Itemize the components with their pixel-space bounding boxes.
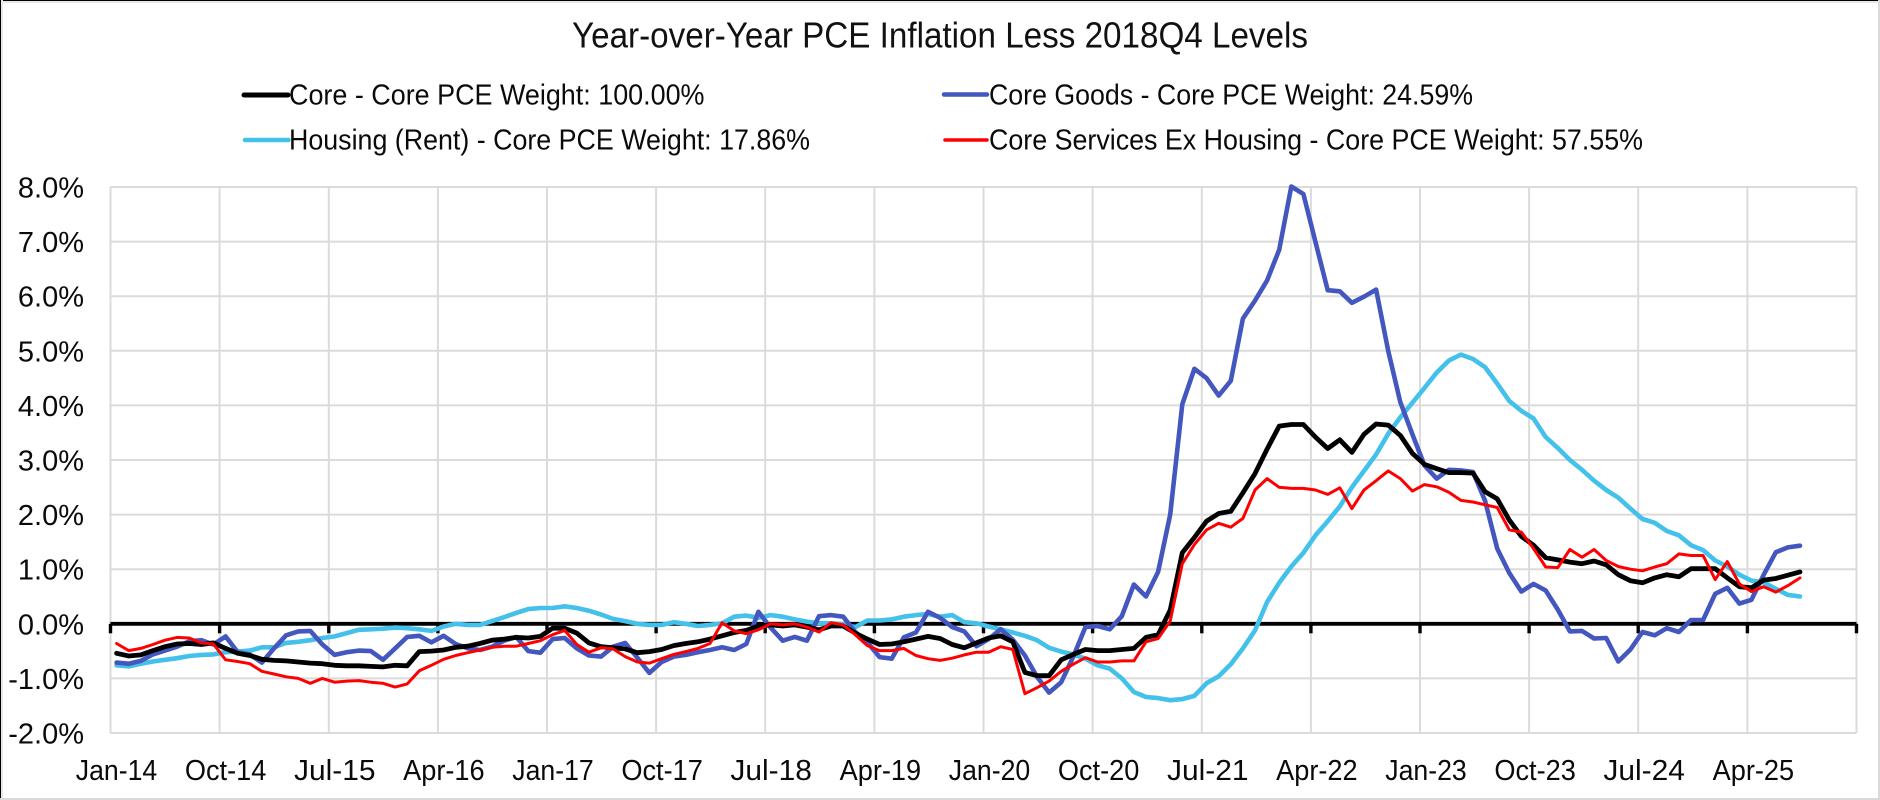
svg-text:Core Services Ex Housing - Cor: Core Services Ex Housing - Core PCE Weig… [989,125,1643,157]
svg-text:Housing (Rent) - Core PCE Weig: Housing (Rent) - Core PCE Weight: 17.86% [289,125,810,157]
svg-text:Jan-23: Jan-23 [1385,755,1467,787]
svg-text:8.0%: 8.0% [18,173,84,205]
svg-text:Jan-20: Jan-20 [949,755,1031,787]
svg-text:Oct-20: Oct-20 [1058,755,1140,787]
svg-text:-1.0%: -1.0% [8,664,84,696]
svg-text:-2.0%: -2.0% [8,719,84,751]
svg-text:Jul-24: Jul-24 [1603,755,1685,787]
svg-text:Apr-19: Apr-19 [840,755,922,787]
svg-text:Core Goods - Core PCE Weight:: Core Goods - Core PCE Weight: 24.59% [989,80,1473,112]
svg-text:Year-over-Year PCE Inflation L: Year-over-Year PCE Inflation Less 2018Q4… [572,15,1308,56]
svg-text:Oct-14: Oct-14 [185,755,267,787]
svg-text:Jan-14: Jan-14 [76,755,158,787]
svg-text:5.0%: 5.0% [18,336,84,368]
svg-text:Jul-15: Jul-15 [294,755,376,787]
svg-text:Oct-17: Oct-17 [621,755,703,787]
svg-text:4.0%: 4.0% [18,391,84,423]
svg-text:Jul-18: Jul-18 [730,755,812,787]
svg-text:3.0%: 3.0% [18,446,84,478]
svg-text:Jul-21: Jul-21 [1167,755,1249,787]
svg-text:7.0%: 7.0% [18,227,84,259]
svg-text:6.0%: 6.0% [18,282,84,314]
svg-text:1.0%: 1.0% [18,555,84,587]
svg-text:Oct-23: Oct-23 [1494,755,1576,787]
svg-text:Apr-22: Apr-22 [1276,755,1358,787]
svg-text:Apr-25: Apr-25 [1713,755,1795,787]
svg-text:0.0%: 0.0% [18,609,84,641]
svg-text:Apr-16: Apr-16 [403,755,485,787]
svg-text:Core - Core PCE Weight: 100.00: Core - Core PCE Weight: 100.00% [289,80,705,112]
svg-text:Jan-17: Jan-17 [512,755,594,787]
svg-text:2.0%: 2.0% [18,500,84,532]
